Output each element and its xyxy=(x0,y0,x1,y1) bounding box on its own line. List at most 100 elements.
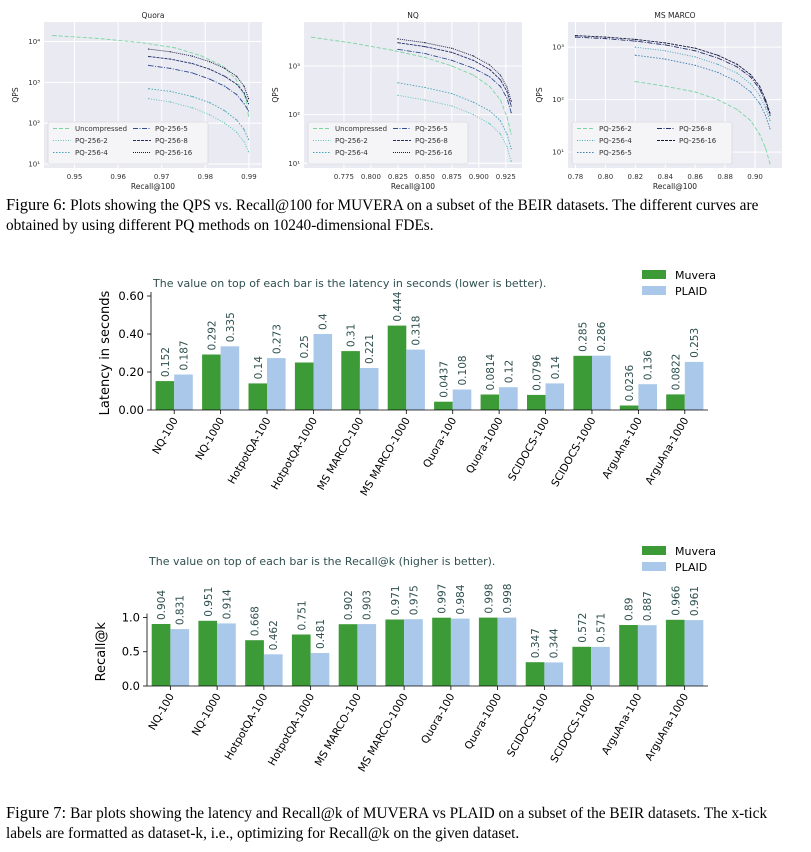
nq-point-uncompressed xyxy=(499,99,501,101)
latency-bar-plaid xyxy=(406,349,425,410)
recall-legend-swatch-plaid xyxy=(642,562,666,571)
nq-point-pq-256-8 xyxy=(424,46,426,48)
quora-point-pq-256-4 xyxy=(243,128,245,131)
nq-point-pq-256-16 xyxy=(510,100,512,102)
quora-x-tick-label: 0.99 xyxy=(241,173,257,181)
recall-bar-plaid xyxy=(544,662,564,686)
nq-point-uncompressed xyxy=(472,74,474,76)
quora-point-uncompressed xyxy=(95,37,97,39)
quora-point-pq-256-16 xyxy=(224,67,226,69)
quora-y-tick-label: 10⁴ xyxy=(28,38,40,46)
ms-marco-point-pq-256-16 xyxy=(664,42,666,44)
nq-point-pq-256-2 xyxy=(397,94,399,96)
nq-point-uncompressed xyxy=(354,42,356,45)
figure6-caption-label: Figure 6: xyxy=(6,195,67,214)
latency-bar-plaid xyxy=(452,389,472,410)
nq-legend-box xyxy=(307,121,469,165)
quora-point-pq-256-4 xyxy=(247,138,250,140)
nq-point-pq-256-8 xyxy=(506,90,508,92)
quora-point-uncompressed xyxy=(52,34,54,37)
recall-bar-muvera xyxy=(245,640,264,686)
nq-point-pq-256-2 xyxy=(424,99,426,101)
quora-x-tick-label: 0.98 xyxy=(198,173,214,181)
nq-point-pq-256-8 xyxy=(499,79,501,81)
latency-x-tick-label: ArguAna-1000 xyxy=(643,416,691,487)
recall-bar-muvera xyxy=(385,619,405,686)
recall-bar-value-label: 0.668 xyxy=(250,606,262,636)
ms-marco-y-tick-label: 10¹ xyxy=(552,149,564,157)
quora-series-pq-256-5 xyxy=(148,64,249,112)
ms-marco-point-pq-256-4 xyxy=(764,107,767,109)
nq-legend-label: PQ-256-5 xyxy=(415,125,448,133)
recall-x-tick-label: ArguAna-1000 xyxy=(643,692,691,763)
nq-point-uncompressed xyxy=(391,49,394,51)
latency-bar-value-label: 0.273 xyxy=(271,324,283,354)
ms-marco-point-pq-256-2 xyxy=(634,81,636,83)
ms-marco-x-tick-label: 0.82 xyxy=(628,173,644,181)
recall-bar-muvera xyxy=(432,617,451,686)
latency-bar-muvera xyxy=(341,351,360,410)
quora-point-pq-256-2 xyxy=(209,114,211,116)
ms-marco-legend-label: PQ-256-8 xyxy=(679,125,712,133)
latency-y-axis-label: Latency in seconds xyxy=(98,290,113,415)
latency-bar-muvera xyxy=(387,325,407,410)
latency-legend-label: PLAID xyxy=(675,285,707,298)
ms-marco-x-tick-label: 0.80 xyxy=(598,173,614,181)
nq-point-uncompressed xyxy=(506,116,508,118)
quora-point-pq-256-5 xyxy=(247,110,250,112)
nq-point-pq-256-5 xyxy=(397,48,399,50)
ms-marco-point-pq-256-4 xyxy=(717,63,719,65)
latency-x-tick-label: NQ-1000 xyxy=(193,416,227,463)
quora-point-pq-256-5 xyxy=(224,85,226,87)
recall-y-tick-label: 1.0 xyxy=(122,610,140,624)
quora-title: Quora xyxy=(142,11,165,20)
ms-marco-point-pq-256-5 xyxy=(769,128,771,130)
nq-point-pq-256-4 xyxy=(451,93,453,95)
ms-marco-point-pq-256-5 xyxy=(759,102,761,104)
nq-point-pq-256-4 xyxy=(424,86,426,89)
quora-legend-label: PQ-256-5 xyxy=(155,125,188,133)
recall-bar-value-label: 0.751 xyxy=(296,600,308,630)
nq-series-pq-256-8 xyxy=(397,42,512,107)
latency-y-tick-label: 0.20 xyxy=(118,365,144,379)
ms-marco-legend-label: PQ-256-5 xyxy=(599,149,632,157)
ms-marco-point-pq-256-5 xyxy=(694,64,696,66)
recall-bar-muvera xyxy=(478,617,498,686)
recall-x-tick-label: HotpotQA-1000 xyxy=(266,692,317,768)
recall-bar-plaid xyxy=(217,623,236,686)
quora-point-pq-256-2 xyxy=(243,141,245,143)
quora-point-pq-256-5 xyxy=(169,67,171,69)
latency-bar-value-label: 0.335 xyxy=(225,312,237,342)
recall-bar-plaid xyxy=(497,617,517,686)
ms-marco-point-pq-256-16 xyxy=(764,99,767,101)
nq-point-uncompressed xyxy=(489,85,491,87)
quora-point-pq-256-2 xyxy=(247,151,250,153)
figure7-caption-text: Bar plots showing the latency and Recall… xyxy=(6,805,768,842)
nq-point-pq-256-2 xyxy=(499,133,501,135)
recall-bar-plaid xyxy=(637,625,657,686)
nq-x-tick-label: 0.850 xyxy=(415,173,435,181)
quora-legend-label: PQ-256-16 xyxy=(155,149,193,157)
nq-point-pq-256-2 xyxy=(506,146,508,148)
quora-y-tick-label: 10³ xyxy=(28,79,40,87)
latency-bar-plaid xyxy=(499,387,518,410)
quora-point-pq-256-4 xyxy=(191,95,193,98)
latency-bar-value-label: 0.253 xyxy=(689,328,701,358)
quora-point-pq-256-5 xyxy=(236,94,238,96)
nq-series-uncompressed xyxy=(311,36,512,135)
latency-bar-value-label: 0.25 xyxy=(299,335,311,358)
ms-marco-point-pq-256-16 xyxy=(634,38,636,41)
quora-point-pq-256-8 xyxy=(169,58,171,60)
recall-bar-value-label: 0.914 xyxy=(222,589,234,619)
quora-point-pq-256-5 xyxy=(148,64,150,66)
quora-point-uncompressed xyxy=(247,115,250,117)
nq-point-pq-256-5 xyxy=(499,85,501,87)
latency-y-tick-label: 0.60 xyxy=(118,289,144,303)
latency-x-tick-label: MS MARCO-100 xyxy=(315,416,366,493)
latency-bar-value-label: 0.0437 xyxy=(438,361,450,398)
recall-bar-value-label: 0.971 xyxy=(390,585,402,615)
quora-point-pq-256-2 xyxy=(236,131,238,133)
quora-x-tick-label: 0.96 xyxy=(110,173,126,181)
ms-marco-point-pq-256-2 xyxy=(736,108,738,111)
latency-bar-value-label: 0.221 xyxy=(364,334,376,364)
